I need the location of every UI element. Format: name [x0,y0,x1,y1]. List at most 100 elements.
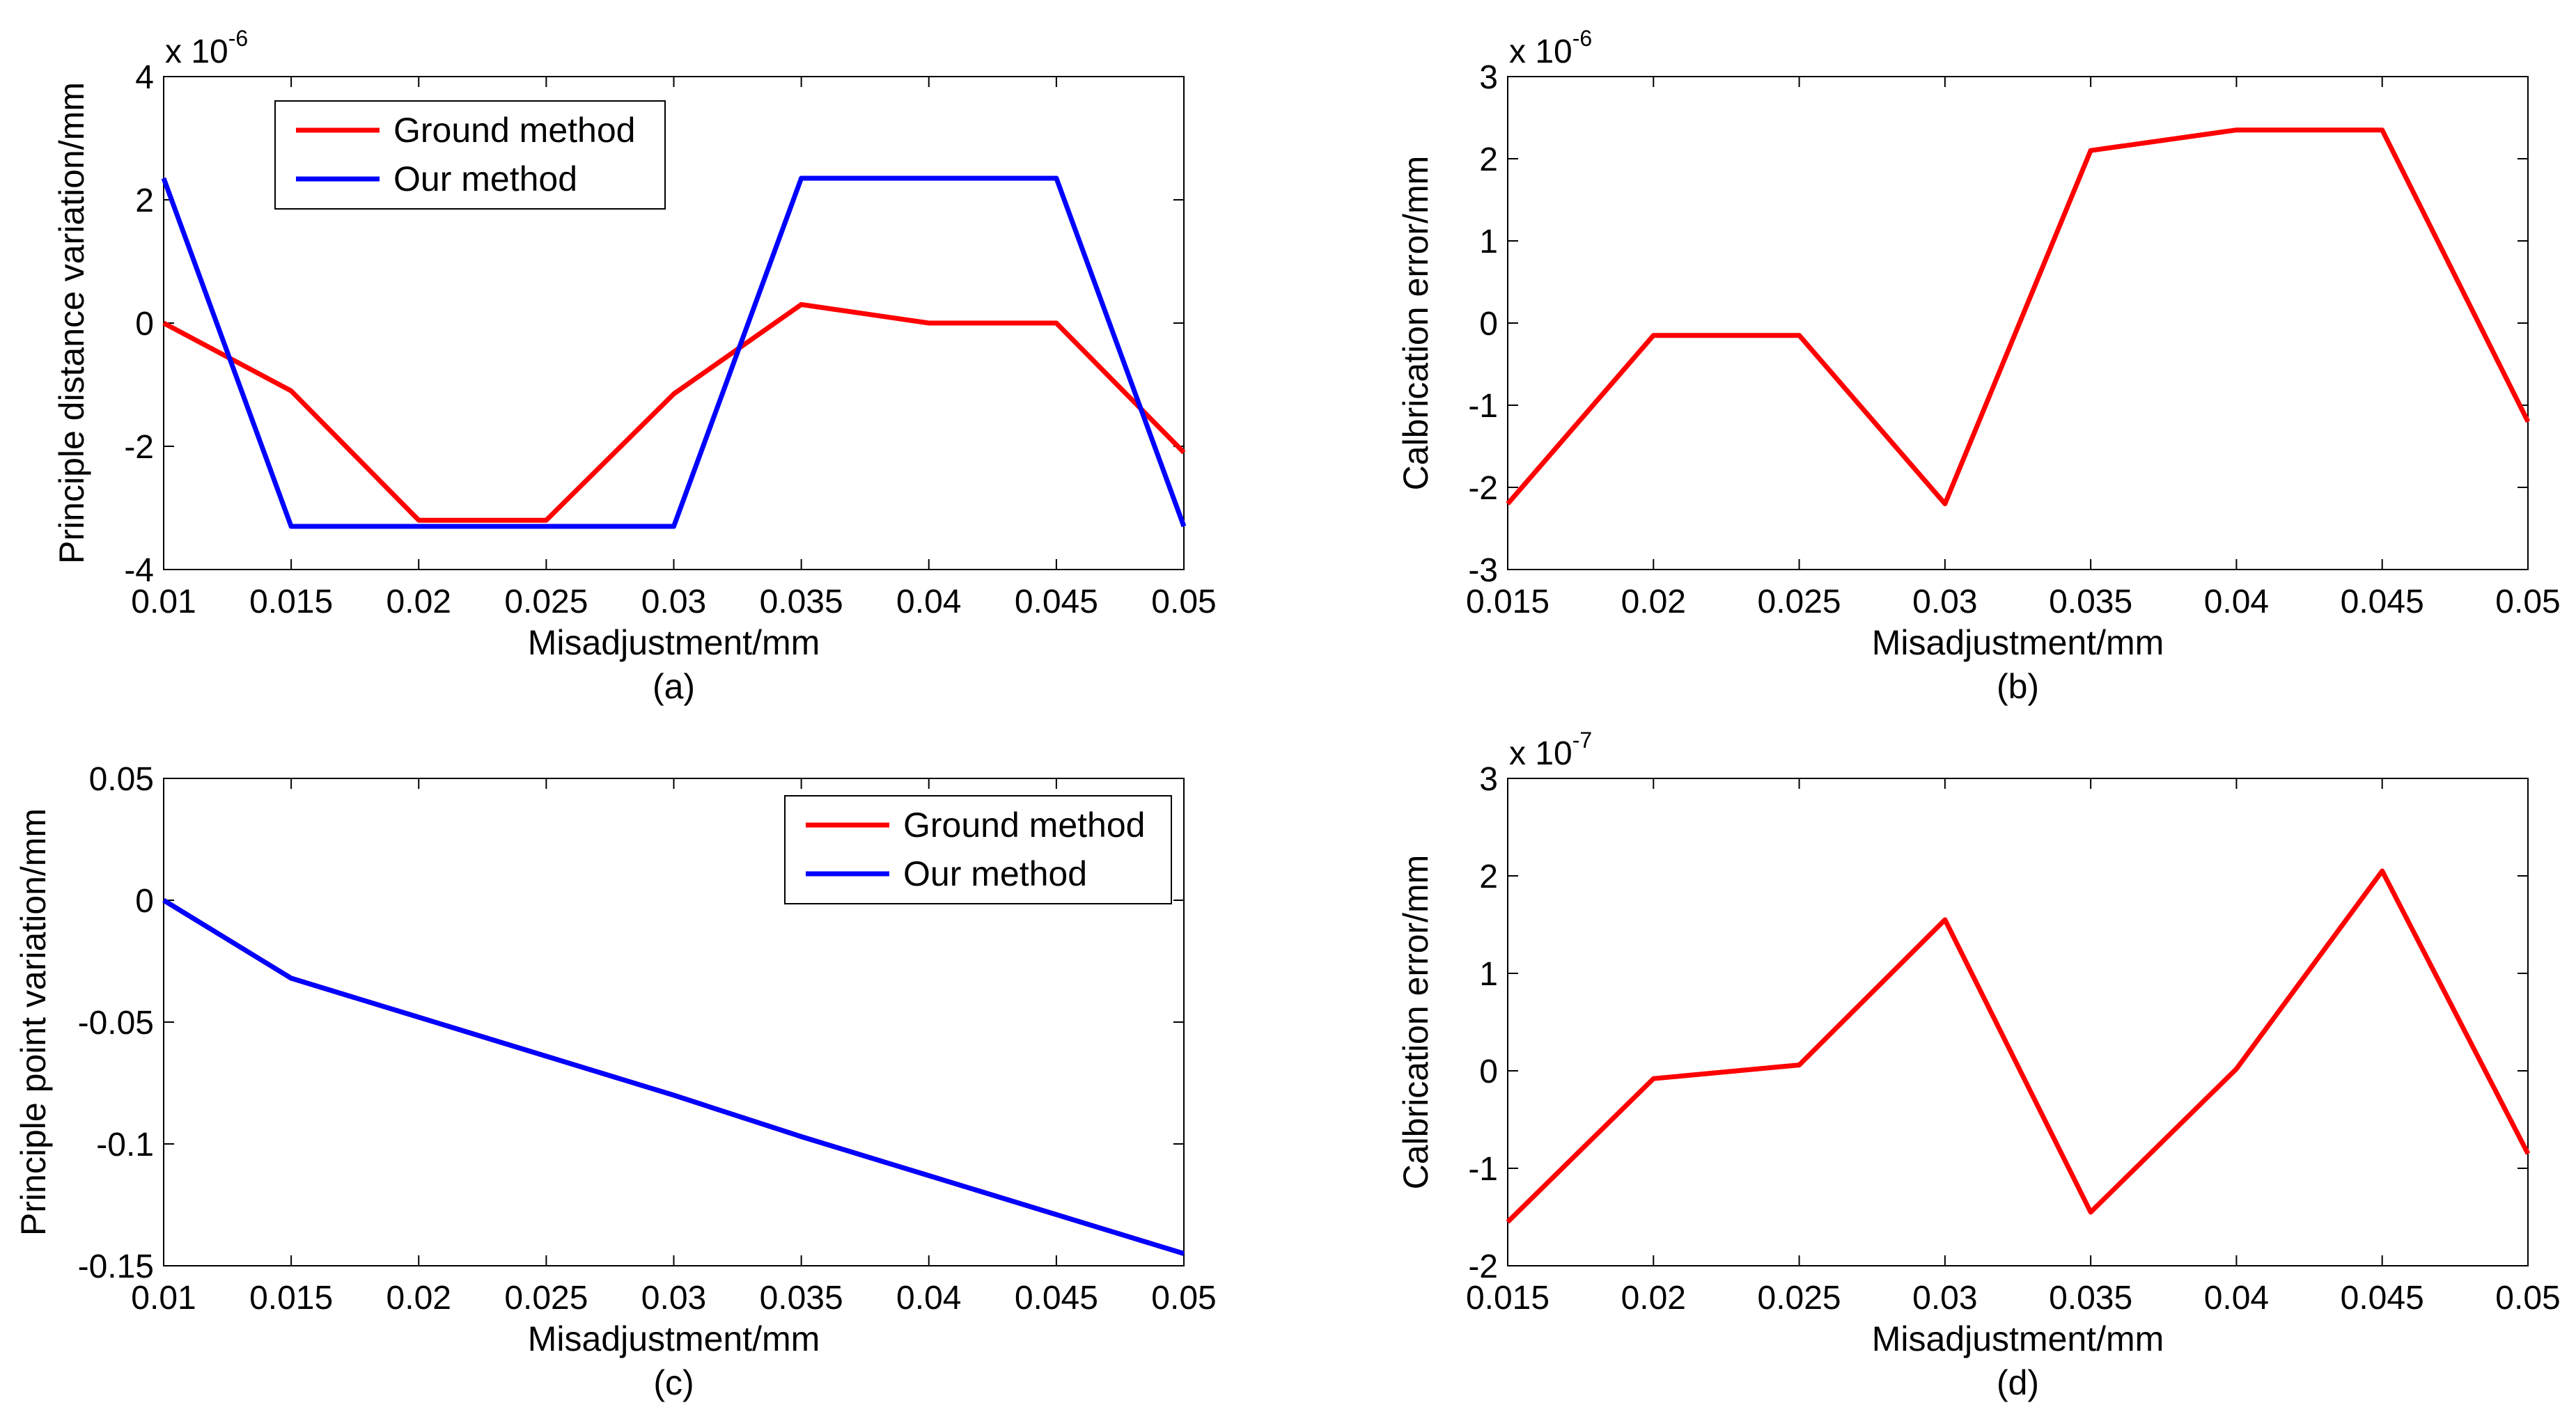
x-tick-label: 0.03 [641,583,706,620]
series-line-1 [162,301,1186,523]
y-tick-label: -2 [1468,470,1498,507]
y-tick-label: -1 [1468,388,1498,425]
y-tick-label: -2 [1468,1248,1498,1285]
x-tick-label: 0.05 [1151,583,1216,620]
legend-box [784,795,1172,904]
exponent-power: -6 [228,26,248,51]
x-tick-label: 0.015 [1466,1280,1549,1317]
exponent-power: -7 [1572,728,1592,753]
y-tick-label: 0 [1479,306,1498,343]
legend-label: Our method [903,854,1087,893]
x-tick-label: 0.04 [896,1280,961,1317]
x-tick-label: 0.025 [1758,583,1841,620]
x-tick-label: 0.02 [387,1280,451,1317]
axis-exponent-label: x 10-6 [165,26,248,70]
legend: Ground method Our method [784,795,1172,904]
x-tick-label: 0.015 [249,583,333,620]
y-axis-label: Calbrication error/mm [1396,156,1435,491]
legend-item: Our method [806,854,1087,893]
y-tick-label: 3 [1479,761,1498,798]
legend: Ground method Our method [274,100,666,210]
y-tick-label: 0 [1479,1053,1498,1090]
panel-a: 0.01 0.015 0.02 0.025 0.03 0.035 0.04 0.045 0.05… [52,26,1217,706]
legend-label: Our method [393,159,577,198]
y-tick-label: 3 [1479,59,1498,96]
x-tick-label: 0.045 [2341,1280,2424,1317]
x-axis-label: Misadjustment/mm [528,1319,820,1358]
legend-item: Our method [296,159,577,198]
y-tick-label: -0.15 [78,1248,154,1285]
y-tick-label: 1 [1479,223,1498,260]
x-tick-label: 0.01 [131,583,196,620]
y-tick-label: 0 [135,883,154,920]
y-tick-label: 1 [1479,956,1498,993]
x-tick-label: 0.05 [1151,1280,1216,1317]
plot-area [1507,778,2529,1266]
y-tick-label: -2 [124,429,154,466]
x-tick-label: 0.025 [504,1280,588,1317]
y-axis-label: Principle point variation/mm [14,808,53,1236]
x-tick-label: 0.025 [504,583,588,620]
y-tick-label: -4 [124,552,154,589]
y-tick-label: 2 [1479,858,1498,895]
exponent-base: x 10 [1509,33,1572,70]
x-tick-label: 0.04 [2204,1280,2269,1317]
x-tick-label: 0.01 [131,1280,196,1317]
panel-b: 0.015 0.02 0.025 0.03 0.035 0.04 0.045 0.05 -3 -2… [1396,26,2561,706]
y-tick-label: 0 [135,306,154,343]
exponent-base: x 10 [165,33,228,70]
y-tick-label: -0.1 [96,1127,154,1163]
x-tick-label: 0.03 [641,1280,706,1317]
y-tick-label: -1 [1468,1151,1498,1188]
legend-item: Ground method [806,806,1145,845]
panel-caption: (d) [1997,1363,2039,1402]
x-axis-label: Misadjustment/mm [1872,623,2164,662]
x-tick-label: 0.045 [1015,583,1098,620]
axis-exponent-label: x 10-6 [1509,26,1592,70]
series-line-2 [161,175,1187,529]
x-tick-label: 0.045 [1015,1280,1098,1317]
exponent-base: x 10 [1509,735,1572,772]
y-tick-label: 0.05 [89,761,154,798]
panel-caption: (b) [1997,667,2039,706]
y-axis-label: Principle distance variation/mm [52,82,91,564]
y-tick-label: 2 [135,182,154,219]
y-tick-label: 4 [135,59,154,96]
x-tick-label: 0.03 [1912,583,1977,620]
legend-box [274,100,666,210]
x-tick-label: 0.035 [760,583,843,620]
x-tick-label: 0.04 [2204,583,2269,620]
y-tick-label: -0.05 [78,1005,154,1042]
legend-label: Ground method [903,806,1145,845]
x-tick-label: 0.035 [2049,1280,2132,1317]
panel-caption: (a) [653,667,695,706]
series-line-2 [162,898,1185,1256]
panel-c: 0.01 0.015 0.02 0.025 0.03 0.035 0.04 0.045 0.05… [14,761,1217,1402]
panel-d: 0.015 0.02 0.025 0.03 0.035 0.04 0.045 0.05 -2 -1… [1396,728,2561,1402]
x-tick-label: 0.02 [1621,1280,1686,1317]
exponent-power: -6 [1572,26,1592,51]
panel-caption: (c) [653,1363,694,1402]
axis-exponent-label: x 10-7 [1509,728,1592,772]
x-axis-label: Misadjustment/mm [528,623,820,662]
x-tick-label: 0.035 [2049,583,2132,620]
x-tick-label: 0.025 [1758,1280,1841,1317]
x-tick-label: 0.035 [760,1280,843,1317]
x-tick-label: 0.05 [2495,583,2560,620]
x-tick-label: 0.05 [2495,1280,2560,1317]
x-axis-label: Misadjustment/mm [1872,1319,2164,1358]
legend-label: Ground method [393,111,635,150]
x-tick-label: 0.02 [1621,583,1686,620]
y-axis-label: Calbrication error/mm [1396,855,1435,1190]
x-tick-label: 0.02 [387,583,451,620]
y-tick-label: -3 [1468,552,1498,589]
x-tick-label: 0.045 [2341,583,2424,620]
series-line-1 [1506,127,2531,507]
x-tick-label: 0.04 [896,583,961,620]
legend-item: Ground method [296,111,635,150]
x-tick-label: 0.015 [249,1280,333,1317]
series-line-1 [1506,868,2531,1224]
x-tick-label: 0.015 [1466,583,1549,620]
x-tick-label: 0.03 [1912,1280,1977,1317]
